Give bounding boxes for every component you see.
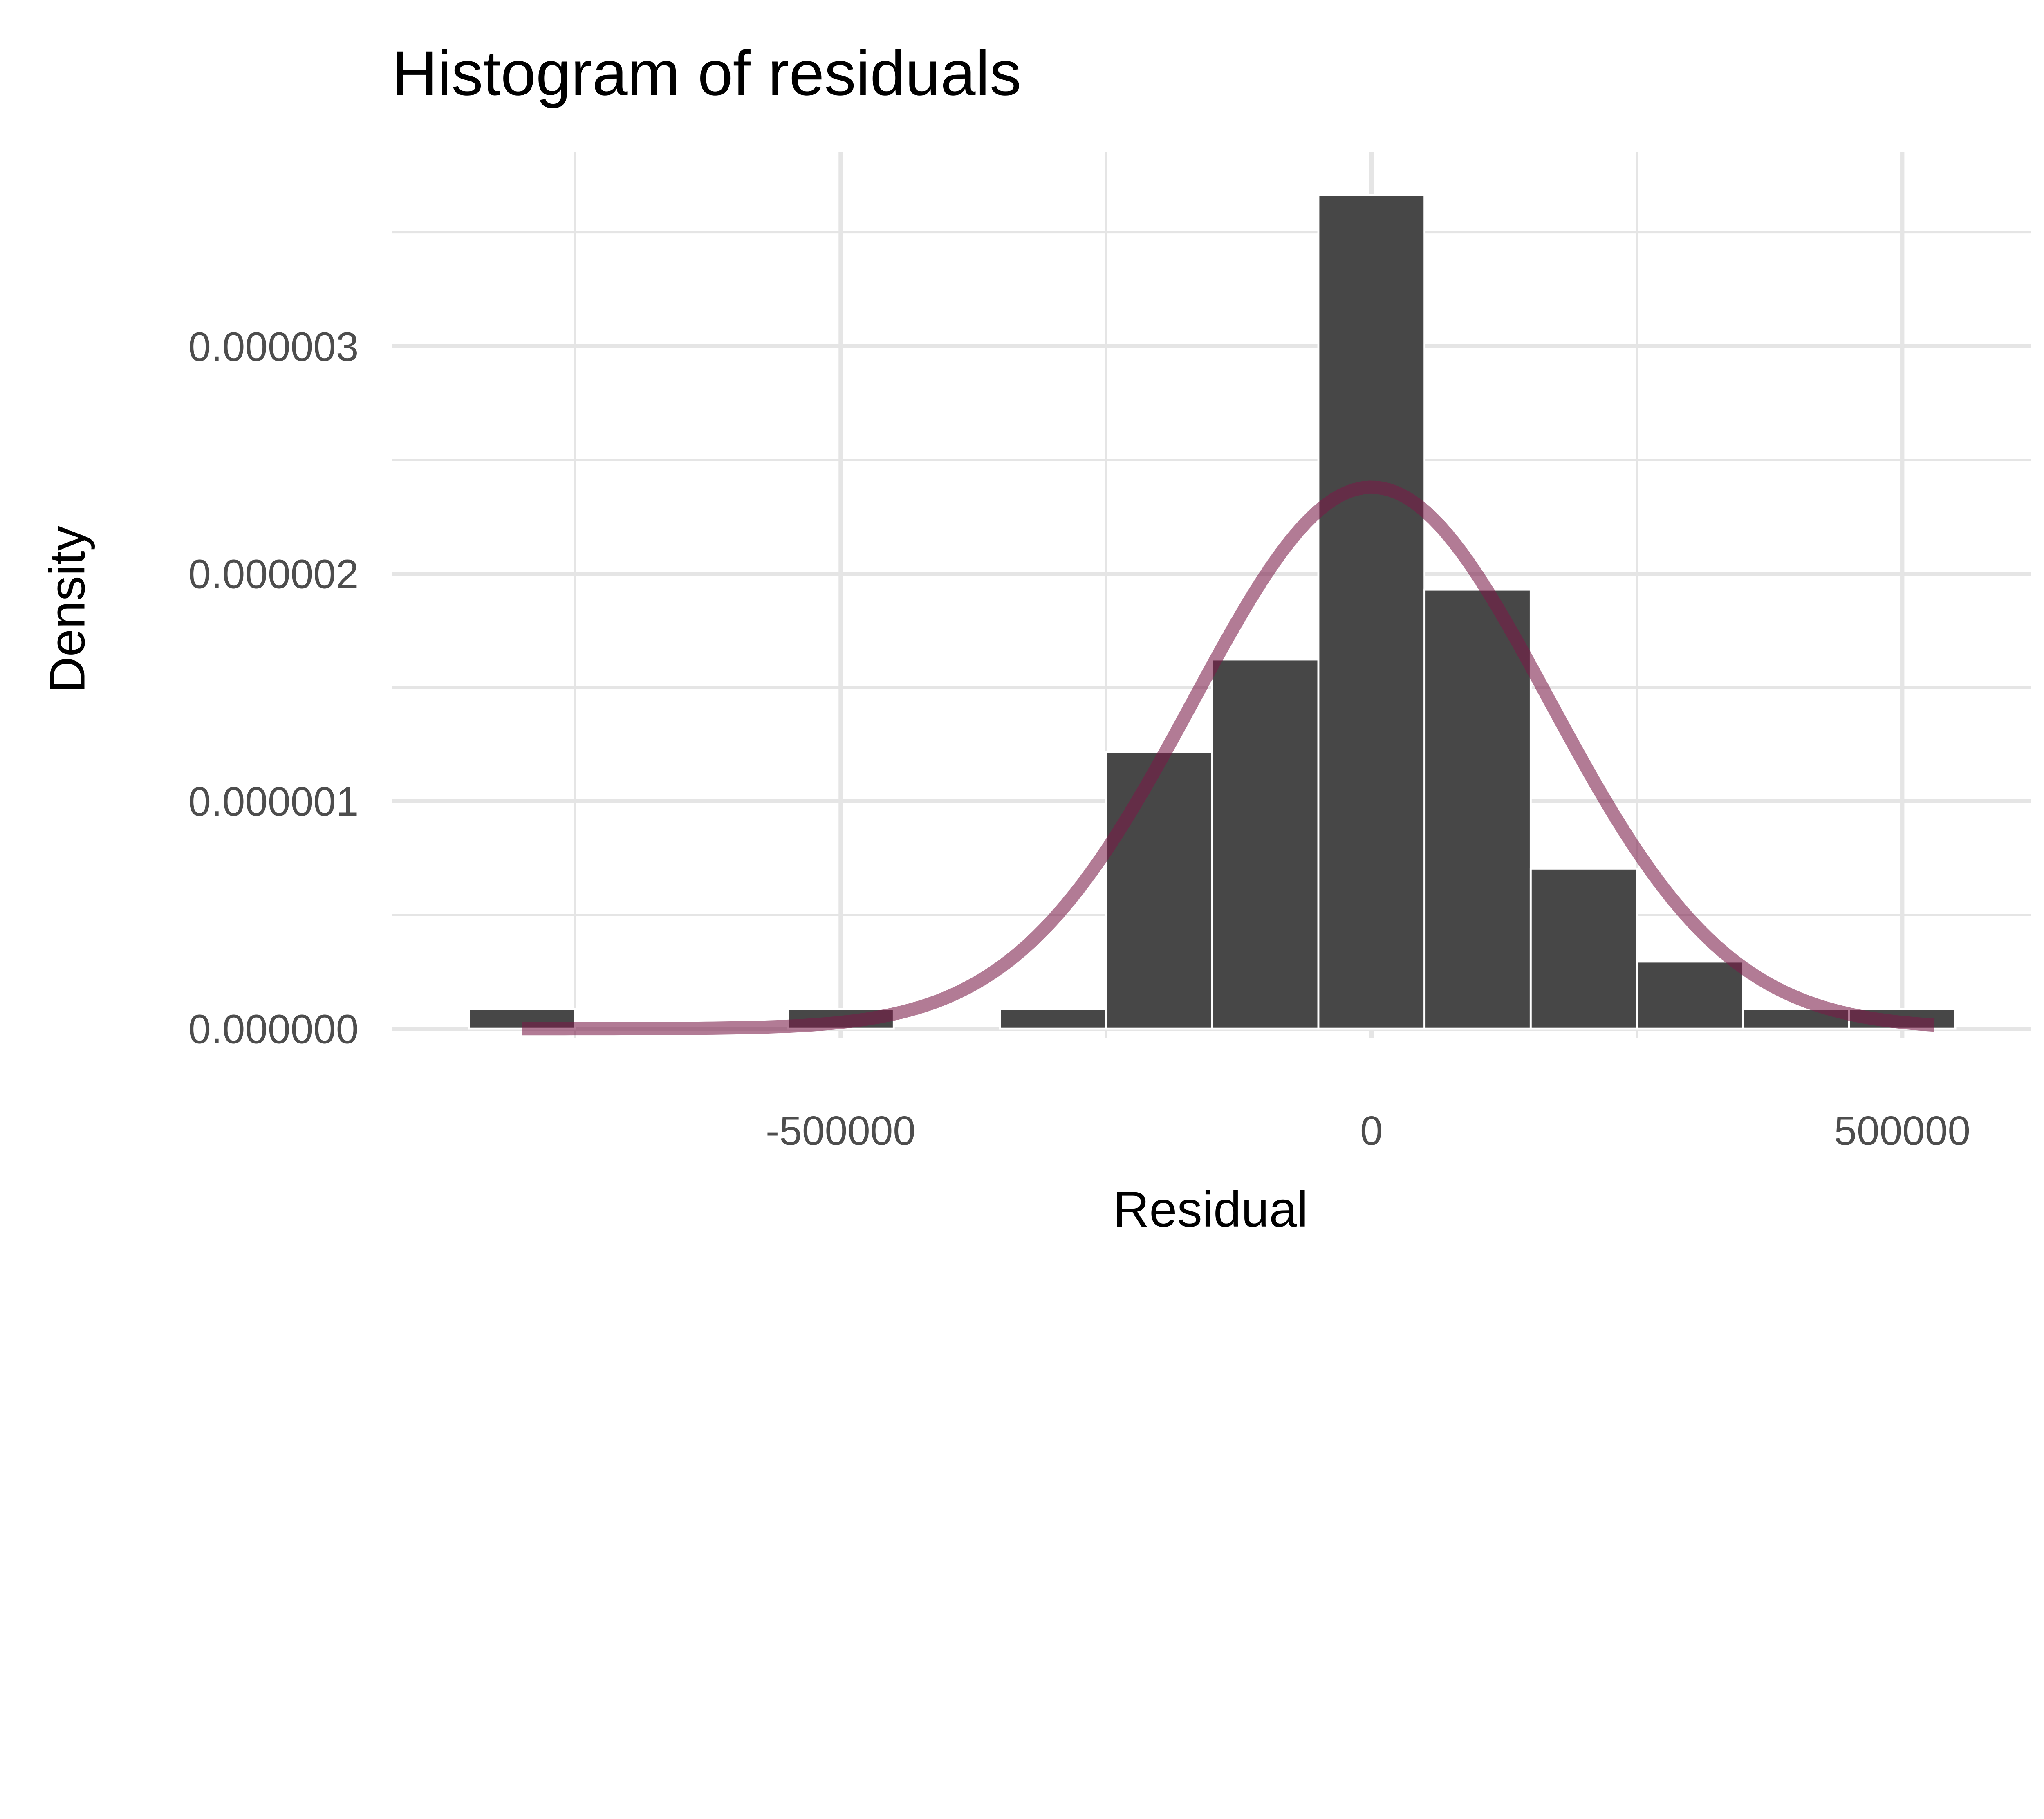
x-axis-title: Residual [1113,1181,1308,1237]
histogram-chart: 0.000000 0.000001 0.000002 0.000003 -500000… [39,38,2031,1237]
normal-density-curve [522,480,1935,1036]
x-tick-label: -500000 [766,1108,916,1154]
y-tick-label: 0.000000 [188,1007,359,1052]
histogram-bar [1105,751,1213,1030]
histogram-bar [1317,194,1426,1030]
y-tick-labels: 0.000000 0.000001 0.000002 0.000003 [188,324,359,1052]
bars [468,194,1957,1030]
histogram-bar [999,1008,1107,1030]
histogram-bar [1211,658,1320,1030]
y-tick-label: 0.000002 [188,552,359,597]
y-tick-label: 0.000001 [188,779,359,825]
chart-title: Histogram of residuals [392,38,1021,108]
y-tick-label: 0.000003 [188,324,359,370]
x-tick-labels: -500000 0 500000 [766,1108,1970,1154]
y-axis-title: Density [39,525,95,693]
histogram-bar [1423,588,1532,1030]
histogram-bar [1529,867,1638,1030]
x-tick-label: 500000 [1834,1108,1970,1154]
histogram-bar [1636,960,1744,1030]
x-tick-label: 0 [1360,1108,1383,1154]
